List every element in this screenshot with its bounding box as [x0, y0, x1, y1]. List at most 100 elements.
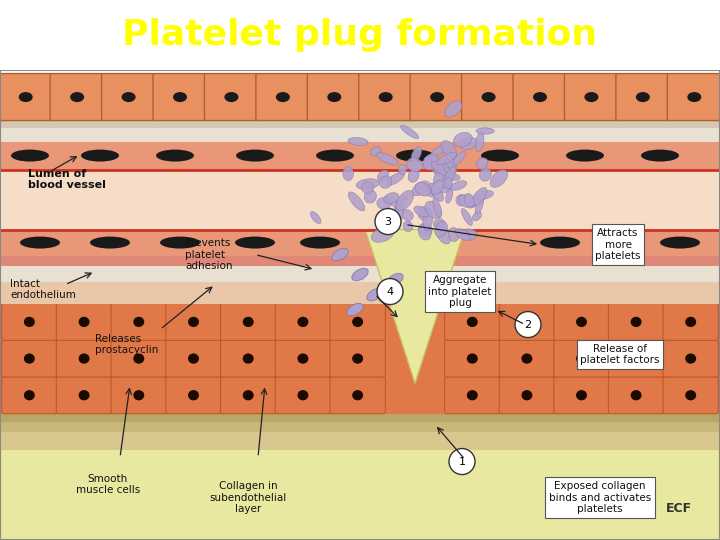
Ellipse shape — [370, 147, 381, 156]
Ellipse shape — [456, 194, 467, 206]
Text: Lumen of
blood vessel: Lumen of blood vessel — [28, 169, 106, 191]
Ellipse shape — [24, 317, 35, 327]
Ellipse shape — [236, 150, 274, 161]
Ellipse shape — [411, 147, 421, 162]
FancyBboxPatch shape — [330, 377, 385, 414]
Ellipse shape — [449, 227, 459, 241]
Ellipse shape — [310, 212, 321, 224]
Ellipse shape — [431, 161, 452, 176]
Ellipse shape — [372, 227, 394, 242]
Ellipse shape — [453, 151, 466, 165]
Ellipse shape — [475, 132, 484, 152]
Ellipse shape — [332, 248, 348, 261]
Ellipse shape — [379, 209, 400, 225]
FancyBboxPatch shape — [275, 303, 330, 340]
FancyBboxPatch shape — [220, 377, 276, 414]
Bar — [0, 141, 720, 170]
FancyBboxPatch shape — [554, 303, 609, 340]
Ellipse shape — [464, 193, 474, 207]
FancyBboxPatch shape — [50, 73, 104, 120]
Ellipse shape — [438, 172, 460, 180]
Ellipse shape — [477, 158, 488, 170]
Ellipse shape — [122, 92, 135, 102]
FancyBboxPatch shape — [667, 73, 720, 120]
Ellipse shape — [444, 162, 456, 174]
FancyBboxPatch shape — [608, 377, 664, 414]
Ellipse shape — [521, 390, 532, 400]
Ellipse shape — [576, 390, 587, 400]
Ellipse shape — [395, 197, 408, 208]
Ellipse shape — [451, 181, 467, 190]
Ellipse shape — [431, 180, 444, 195]
Ellipse shape — [636, 92, 650, 102]
FancyBboxPatch shape — [445, 377, 500, 414]
Text: 4: 4 — [387, 287, 394, 296]
Ellipse shape — [418, 226, 431, 240]
Ellipse shape — [430, 92, 444, 102]
Ellipse shape — [20, 237, 60, 248]
Ellipse shape — [566, 150, 604, 161]
Ellipse shape — [407, 158, 423, 172]
Ellipse shape — [631, 390, 642, 400]
Ellipse shape — [90, 237, 130, 248]
FancyBboxPatch shape — [111, 303, 166, 340]
Bar — [0, 422, 720, 431]
Ellipse shape — [585, 92, 598, 102]
Text: Intact
endothelium: Intact endothelium — [10, 279, 76, 300]
Ellipse shape — [521, 353, 532, 364]
Ellipse shape — [356, 179, 379, 190]
Ellipse shape — [173, 92, 187, 102]
Ellipse shape — [384, 193, 399, 204]
Ellipse shape — [445, 101, 462, 117]
FancyBboxPatch shape — [56, 340, 112, 377]
Bar — [0, 303, 720, 414]
Ellipse shape — [377, 198, 391, 210]
Text: 2: 2 — [524, 320, 531, 329]
Ellipse shape — [472, 212, 482, 221]
Ellipse shape — [414, 206, 429, 217]
Ellipse shape — [442, 166, 456, 187]
FancyBboxPatch shape — [220, 340, 276, 377]
FancyBboxPatch shape — [102, 73, 156, 120]
FancyBboxPatch shape — [1, 303, 57, 340]
FancyBboxPatch shape — [513, 73, 567, 120]
FancyBboxPatch shape — [0, 73, 53, 120]
Ellipse shape — [521, 317, 532, 327]
FancyBboxPatch shape — [445, 340, 500, 377]
Ellipse shape — [631, 317, 642, 327]
Ellipse shape — [433, 219, 444, 228]
Bar — [0, 230, 375, 255]
Ellipse shape — [160, 237, 200, 248]
Ellipse shape — [462, 208, 472, 225]
FancyBboxPatch shape — [166, 340, 221, 377]
Text: Release of
platelet factors: Release of platelet factors — [580, 344, 660, 366]
Ellipse shape — [685, 390, 696, 400]
Ellipse shape — [156, 150, 194, 161]
Ellipse shape — [459, 195, 476, 208]
Bar — [0, 266, 720, 281]
Ellipse shape — [133, 390, 144, 400]
Ellipse shape — [474, 191, 493, 200]
Ellipse shape — [418, 207, 431, 220]
Ellipse shape — [540, 237, 580, 248]
FancyBboxPatch shape — [111, 377, 166, 414]
Ellipse shape — [377, 170, 389, 181]
Ellipse shape — [424, 156, 439, 171]
Ellipse shape — [400, 125, 418, 139]
FancyBboxPatch shape — [220, 303, 276, 340]
Ellipse shape — [430, 143, 449, 158]
Text: ECF: ECF — [666, 502, 692, 515]
Ellipse shape — [600, 237, 640, 248]
Ellipse shape — [685, 353, 696, 364]
Ellipse shape — [445, 156, 456, 170]
Ellipse shape — [429, 183, 444, 201]
FancyBboxPatch shape — [307, 73, 361, 120]
Ellipse shape — [133, 317, 144, 327]
Bar — [0, 450, 720, 539]
FancyBboxPatch shape — [445, 303, 500, 340]
Ellipse shape — [235, 237, 275, 248]
Ellipse shape — [467, 390, 478, 400]
FancyBboxPatch shape — [166, 303, 221, 340]
FancyBboxPatch shape — [410, 73, 464, 120]
Ellipse shape — [297, 317, 308, 327]
